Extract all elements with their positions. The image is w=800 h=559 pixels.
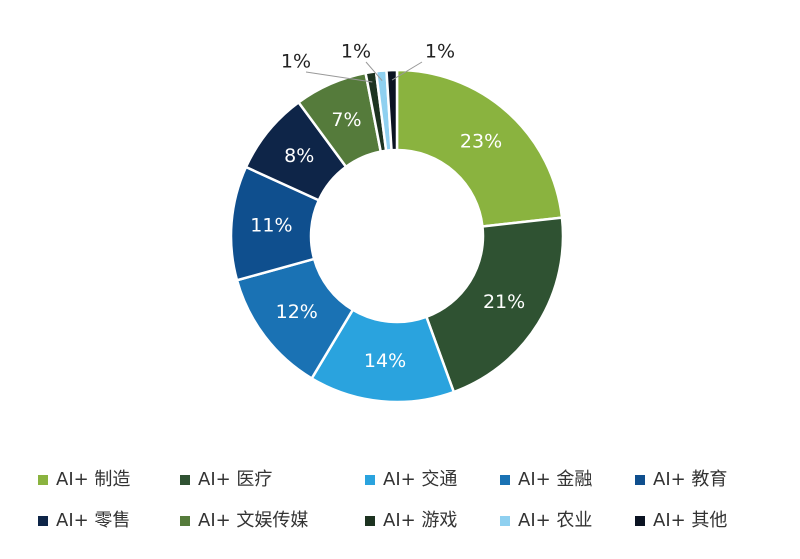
- data-label: 1%: [281, 51, 311, 73]
- legend-swatch: [635, 475, 645, 485]
- leader-line: [365, 61, 383, 82]
- data-label: 14%: [364, 350, 406, 372]
- legend-swatch: [365, 475, 375, 485]
- legend-swatch: [500, 475, 510, 485]
- legend-swatch: [180, 516, 190, 526]
- legend-swatch: [500, 516, 510, 526]
- legend-swatch: [365, 516, 375, 526]
- leader-line: [391, 61, 423, 81]
- legend-label: AI+ 制造: [56, 469, 130, 490]
- donut-slice: [424, 216, 565, 394]
- legend-swatch: [38, 475, 48, 485]
- legend-label: AI+ 医疗: [198, 469, 272, 490]
- legend-swatch: [635, 516, 645, 526]
- donut-slice: [385, 68, 399, 152]
- donut-slice: [395, 68, 564, 228]
- legend-label: AI+ 农业: [518, 510, 592, 531]
- legend-swatch: [38, 516, 48, 526]
- data-label: 7%: [331, 109, 361, 131]
- legend-label: AI+ 其他: [653, 510, 727, 531]
- data-label: 1%: [425, 41, 455, 63]
- legend-label: AI+ 金融: [518, 469, 592, 490]
- legend-label: AI+ 游戏: [383, 510, 457, 531]
- data-label: 11%: [250, 215, 292, 237]
- leader-line: [305, 71, 373, 83]
- data-label: 12%: [276, 301, 318, 323]
- legend-label: AI+ 交通: [383, 469, 457, 490]
- data-label: 1%: [341, 41, 371, 63]
- legend-label: AI+ 文娱传媒: [198, 510, 308, 531]
- legend-label: AI+ 零售: [56, 510, 130, 531]
- legend-swatch: [180, 475, 190, 485]
- data-label: 23%: [460, 131, 502, 153]
- data-label: 21%: [483, 291, 525, 313]
- data-label: 8%: [284, 145, 314, 167]
- legend-label: AI+ 教育: [653, 469, 727, 490]
